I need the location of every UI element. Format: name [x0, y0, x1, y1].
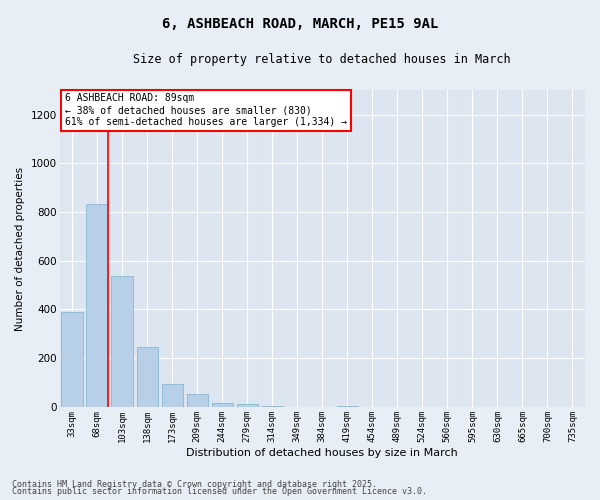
Bar	[187, 394, 208, 407]
Bar	[137, 347, 158, 407]
Title: Size of property relative to detached houses in March: Size of property relative to detached ho…	[133, 52, 511, 66]
Text: Contains public sector information licensed under the Open Government Licence v3: Contains public sector information licen…	[12, 487, 427, 496]
Text: Contains HM Land Registry data © Crown copyright and database right 2025.: Contains HM Land Registry data © Crown c…	[12, 480, 377, 489]
Bar	[61, 312, 83, 407]
Text: 6, ASHBEACH ROAD, MARCH, PE15 9AL: 6, ASHBEACH ROAD, MARCH, PE15 9AL	[162, 18, 438, 32]
Bar	[262, 406, 283, 407]
Bar	[236, 404, 258, 407]
Bar	[112, 276, 133, 407]
Bar	[161, 384, 183, 407]
Bar	[212, 402, 233, 407]
Y-axis label: Number of detached properties: Number of detached properties	[15, 166, 25, 330]
Bar	[337, 406, 358, 407]
Text: 6 ASHBEACH ROAD: 89sqm
← 38% of detached houses are smaller (830)
61% of semi-de: 6 ASHBEACH ROAD: 89sqm ← 38% of detached…	[65, 94, 347, 126]
X-axis label: Distribution of detached houses by size in March: Distribution of detached houses by size …	[187, 448, 458, 458]
Bar	[86, 204, 108, 407]
